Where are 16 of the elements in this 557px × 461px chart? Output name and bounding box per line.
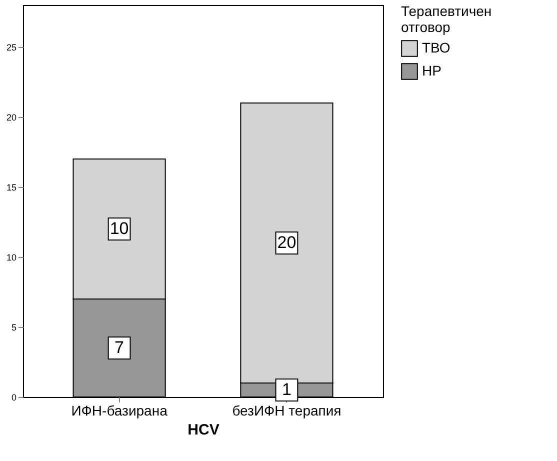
y-tick-label: 5 bbox=[11, 322, 16, 332]
y-tick-label: 20 bbox=[6, 112, 16, 122]
x-tick-label: ИФН-базирана bbox=[71, 402, 168, 418]
legend-title: Терапевтичен отговор bbox=[401, 3, 492, 35]
y-tick-label: 10 bbox=[6, 252, 16, 262]
y-tick-label: 25 bbox=[6, 42, 16, 52]
x-tick-label: безИФН терапия bbox=[232, 402, 342, 418]
data-label: 1 bbox=[282, 380, 292, 399]
legend-label: ТВО bbox=[422, 40, 450, 56]
y-tick-label: 0 bbox=[11, 392, 16, 402]
y-tick-label: 15 bbox=[6, 182, 16, 192]
data-label: 7 bbox=[114, 338, 124, 357]
data-label: 10 bbox=[110, 219, 129, 238]
data-label: 20 bbox=[277, 233, 296, 252]
x-axis-title: HCV bbox=[188, 422, 220, 438]
legend-label: НР bbox=[422, 62, 442, 78]
